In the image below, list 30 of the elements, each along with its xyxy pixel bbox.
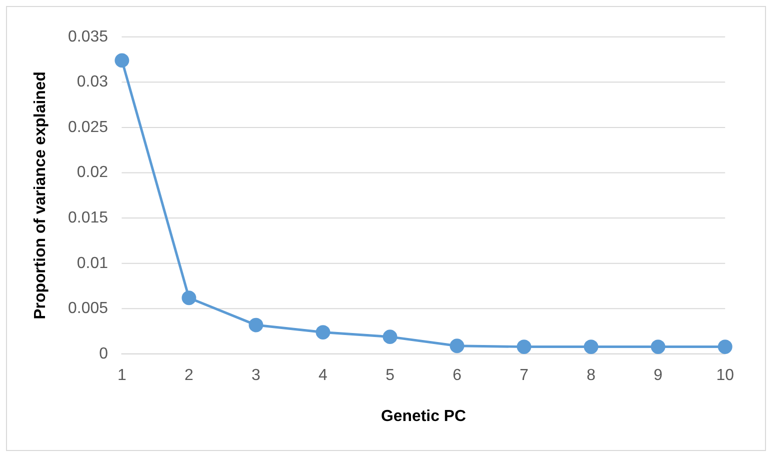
point xyxy=(182,290,196,306)
x-tick-label: 1 xyxy=(117,366,127,384)
point xyxy=(516,340,532,354)
y-tick-label: 0 xyxy=(99,345,108,362)
x-tick-label: 3 xyxy=(252,366,261,384)
point xyxy=(248,318,264,332)
point xyxy=(584,340,598,354)
x-tick-label: 5 xyxy=(386,366,395,384)
y-tick-label: 0.025 xyxy=(68,118,108,136)
point xyxy=(450,338,464,354)
x-tick-label: 10 xyxy=(716,366,734,384)
x-tick-label: 9 xyxy=(654,366,663,384)
x-tick-label: 2 xyxy=(184,366,194,384)
point xyxy=(114,53,130,68)
x-axis-title: Genetic PC xyxy=(380,408,467,425)
point xyxy=(382,330,398,344)
y-tick-label: 0.01 xyxy=(76,254,108,272)
point xyxy=(718,340,732,354)
x-tick-label: 6 xyxy=(452,366,462,384)
x-tick-label: 8 xyxy=(586,366,596,384)
y-tick-label: 0.02 xyxy=(76,164,108,182)
y-tick-label: 0.005 xyxy=(68,300,108,318)
x-tick-label: 7 xyxy=(520,366,529,384)
y-tick-label: 0.015 xyxy=(68,210,108,226)
y-tick-label: 0.03 xyxy=(76,74,108,91)
x-tick-label: 4 xyxy=(318,366,328,384)
point xyxy=(650,340,666,354)
point xyxy=(316,325,330,340)
y-tick-label: 0.035 xyxy=(68,28,108,46)
y-axis-title: Proportion of variance explained xyxy=(32,72,49,320)
